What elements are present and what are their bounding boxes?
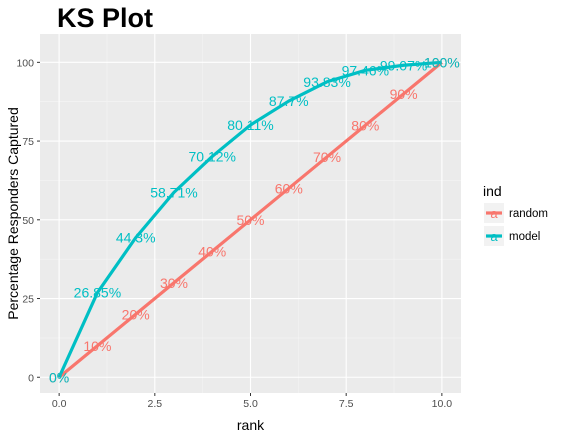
- chart-title: KS Plot: [57, 3, 153, 33]
- data-label-random: 60%: [275, 180, 303, 196]
- data-label-model: 0%: [49, 369, 69, 385]
- series-line-model: [57, 60, 442, 378]
- x-tick-label: 2.5: [148, 398, 163, 410]
- data-label-model: 44.3%: [116, 230, 156, 246]
- data-label-model: 58.71%: [150, 184, 197, 200]
- x-axis-title: rank: [237, 417, 265, 433]
- data-label-model: 26.85%: [74, 285, 121, 301]
- y-tick-label: 100: [16, 57, 34, 69]
- data-label-model: 70.12%: [188, 148, 235, 164]
- legend-label-random: random: [509, 208, 548, 220]
- data-label-model: 100%: [424, 54, 460, 70]
- data-label-model: 93.83%: [303, 74, 350, 90]
- data-label-random: 90%: [390, 86, 418, 102]
- y-tick-label: 25: [22, 294, 34, 306]
- y-tick-label: 50: [22, 215, 34, 227]
- data-label-model: 99.07%: [380, 57, 427, 73]
- x-tick-label: 5.0: [243, 398, 258, 410]
- data-label-random: 50%: [236, 212, 264, 228]
- data-label-random: 80%: [351, 117, 379, 133]
- x-tick-label: 0.0: [52, 398, 67, 410]
- legend-key-glyph: a: [490, 206, 498, 221]
- x-tick-label: 7.5: [339, 398, 354, 410]
- y-tick-label: 0: [28, 372, 34, 384]
- data-label-model: 87.7%: [269, 93, 309, 109]
- y-axis-title: Percentage Responders Captured: [5, 107, 21, 319]
- data-label-random: 100%: [424, 54, 460, 70]
- data-label-model: 97.46%: [342, 62, 389, 78]
- data-label-random: 30%: [160, 275, 188, 291]
- legend-title: ind: [483, 183, 502, 199]
- data-label-random: 70%: [313, 149, 341, 165]
- data-label-random: 0%: [49, 369, 69, 385]
- x-tick-label: 10.0: [432, 398, 453, 410]
- y-tick-label: 75: [22, 136, 34, 148]
- series-line-random: [58, 61, 443, 379]
- data-label-random: 10%: [83, 338, 111, 354]
- series-lines: [57, 60, 443, 379]
- legend-label-model: model: [509, 231, 540, 243]
- legend-key-glyph: a: [490, 229, 498, 244]
- data-label-random: 40%: [198, 243, 226, 259]
- data-label-random: 20%: [122, 306, 150, 322]
- data-labels: 0%10%20%30%40%50%60%70%80%90%100%0%26.85…: [49, 54, 460, 385]
- data-label-model: 80.11%: [227, 117, 273, 133]
- axes: 0.0 2.5 5.0 7.5 10.0 0 25 50 75 100: [16, 57, 452, 410]
